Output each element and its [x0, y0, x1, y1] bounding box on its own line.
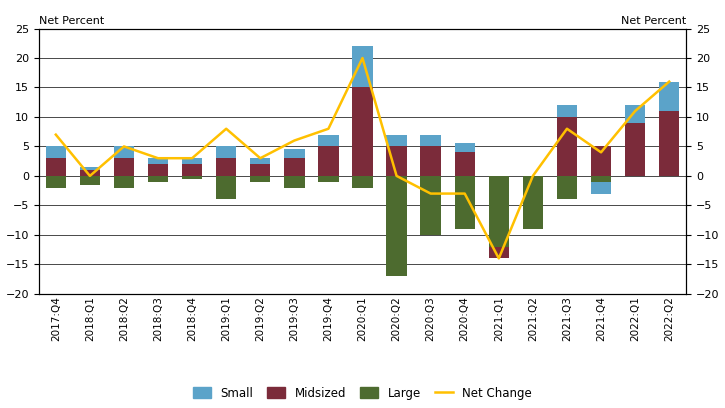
Bar	[489, 176, 509, 246]
Bar	[386, 176, 407, 276]
Bar	[250, 164, 270, 176]
Bar	[182, 164, 202, 176]
Bar	[114, 158, 134, 176]
Bar	[284, 149, 304, 158]
Bar	[386, 135, 407, 146]
Bar	[216, 146, 236, 158]
Bar	[557, 105, 577, 117]
Bar	[352, 176, 373, 188]
Bar	[557, 117, 577, 176]
Bar	[420, 146, 441, 176]
Bar	[46, 176, 66, 188]
Bar	[455, 144, 475, 152]
Bar	[216, 176, 236, 200]
Bar	[114, 176, 134, 188]
Bar	[318, 135, 339, 146]
Bar	[318, 146, 339, 176]
Text: Net Percent: Net Percent	[621, 16, 687, 26]
Bar	[148, 176, 168, 182]
Bar	[591, 146, 611, 176]
Bar	[591, 182, 611, 193]
Bar	[455, 176, 475, 229]
Bar	[182, 158, 202, 164]
Bar	[114, 146, 134, 158]
Legend: Small, Midsized, Large, Net Change: Small, Midsized, Large, Net Change	[188, 382, 536, 405]
Bar	[148, 158, 168, 164]
Text: Net Percent: Net Percent	[38, 16, 104, 26]
Bar	[46, 146, 66, 158]
Bar	[46, 158, 66, 176]
Bar	[591, 176, 611, 182]
Bar	[625, 105, 645, 123]
Bar	[318, 176, 339, 182]
Bar	[625, 123, 645, 176]
Bar	[352, 87, 373, 176]
Bar	[182, 176, 202, 179]
Bar	[420, 176, 441, 235]
Bar	[284, 176, 304, 188]
Bar	[557, 176, 577, 200]
Bar	[216, 158, 236, 176]
Bar	[250, 176, 270, 182]
Bar	[523, 176, 543, 229]
Bar	[659, 111, 679, 176]
Bar	[284, 158, 304, 176]
Bar	[250, 158, 270, 164]
Bar	[420, 135, 441, 146]
Bar	[455, 152, 475, 176]
Bar	[352, 46, 373, 87]
Bar	[386, 146, 407, 176]
Bar	[148, 164, 168, 176]
Bar	[80, 170, 100, 176]
Bar	[659, 82, 679, 111]
Bar	[80, 167, 100, 170]
Bar	[80, 176, 100, 185]
Bar	[489, 246, 509, 258]
